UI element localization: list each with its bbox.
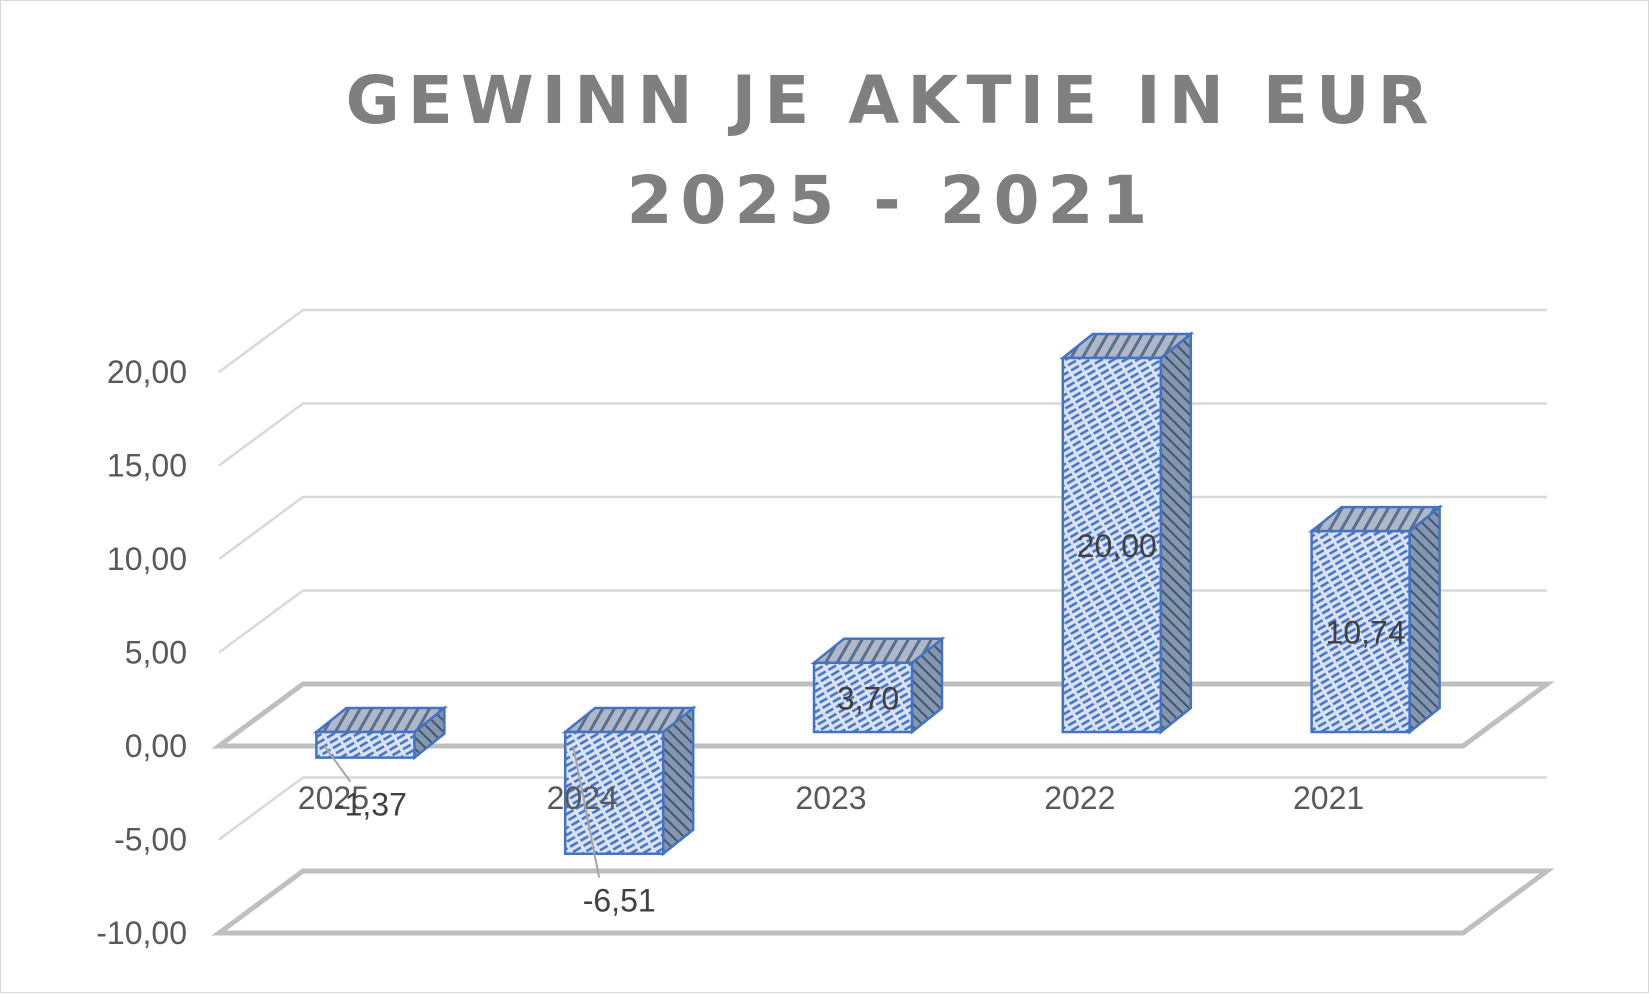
gridline	[218, 402, 1547, 467]
bar-front	[315, 730, 416, 759]
data-label: -1,37	[334, 787, 407, 823]
category-label: 2021	[1293, 780, 1364, 816]
bars	[312, 331, 1444, 857]
bar-side	[1159, 331, 1193, 735]
y-tick-label: 10,00	[107, 541, 187, 577]
floor-outline	[211, 868, 1555, 936]
chart-floor	[211, 681, 1555, 936]
data-labels: -1,37 -6,51 3,70 20,00 10,74	[323, 528, 1406, 919]
bar	[810, 636, 946, 735]
bar-side	[1408, 504, 1441, 735]
bar-front	[1061, 356, 1163, 734]
bar-front	[1310, 529, 1411, 734]
bar	[1308, 504, 1444, 735]
y-tick-label: 20,00	[107, 354, 187, 390]
gridline	[218, 308, 1547, 374]
y-axis-ticks: -5,00 0,00 5,00 10,00 15,00 20,00 -10,00	[96, 354, 187, 951]
data-label: -6,51	[583, 883, 656, 919]
y-tick-label: -5,00	[114, 822, 187, 858]
y-tick-label: -10,00	[96, 915, 187, 951]
y-tick-label: 15,00	[107, 448, 187, 484]
data-label: 20,00	[1077, 528, 1157, 564]
data-label: 10,74	[1326, 615, 1406, 651]
y-tick-label: 0,00	[125, 728, 187, 764]
leader-line	[323, 745, 352, 783]
category-label: 2025	[298, 780, 369, 816]
bar	[312, 705, 448, 761]
gridline	[218, 776, 1547, 841]
category-label: 2023	[795, 780, 866, 816]
chart-title: GEWINN JE AKTIE IN EUR 2025 - 2021	[345, 62, 1437, 239]
bar-front	[812, 661, 914, 734]
leader-line	[572, 745, 601, 878]
x-axis-categories: 2025 2024 2023 2022 2021	[298, 780, 1364, 816]
y-tick-label: 5,00	[125, 635, 187, 671]
bar	[1059, 331, 1195, 735]
category-label: 2022	[1044, 780, 1115, 816]
data-label: 3,70	[837, 680, 899, 716]
zero-plane	[211, 681, 1555, 749]
category-label: 2024	[547, 780, 618, 816]
